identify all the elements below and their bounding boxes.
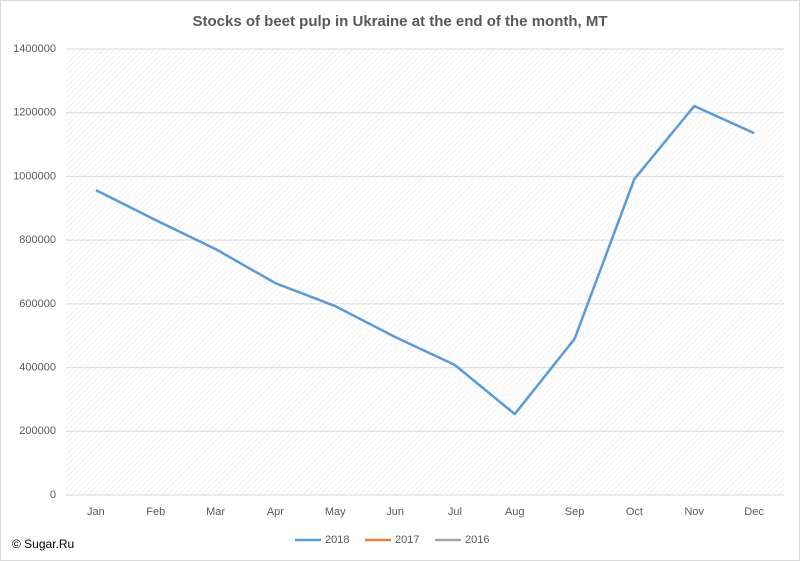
y-tick-label: 800000 <box>19 234 56 246</box>
y-tick-label: 200000 <box>19 425 56 437</box>
x-tick-label: Jun <box>386 506 404 518</box>
y-tick-label: 0 <box>50 489 56 501</box>
x-tick-label: Nov <box>684 506 704 518</box>
legend-label: 2017 <box>395 534 419 546</box>
x-tick-label: Jul <box>448 506 462 518</box>
legend-label: 2016 <box>465 534 489 546</box>
y-tick-label: 400000 <box>19 361 56 373</box>
plot-area <box>66 49 784 495</box>
x-tick-label: Oct <box>626 506 643 518</box>
x-tick-label: Mar <box>206 506 225 518</box>
x-tick-label: Sep <box>565 506 585 518</box>
y-tick-label: 1200000 <box>13 107 56 119</box>
x-tick-label: Apr <box>267 506 284 518</box>
y-tick-label: 600000 <box>19 298 56 310</box>
x-tick-label: May <box>325 506 346 518</box>
copyright: © Sugar.Ru <box>12 537 74 551</box>
series-line <box>95 104 755 416</box>
legend-label: 2018 <box>325 534 349 546</box>
x-tick-label: Aug <box>505 506 525 518</box>
x-tick-label: Jan <box>87 506 105 518</box>
x-tick-label: Dec <box>744 506 764 518</box>
chart-title: Stocks of beet pulp in Ukraine at the en… <box>192 13 607 30</box>
y-tick-label: 1400000 <box>13 43 56 55</box>
y-tick-label: 1000000 <box>13 170 56 182</box>
x-tick-label: Feb <box>146 506 165 518</box>
